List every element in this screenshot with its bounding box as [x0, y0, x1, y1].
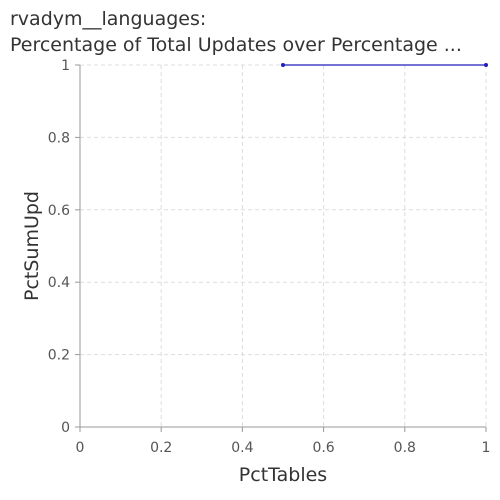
x-tick-label: 0.8 — [394, 440, 416, 456]
grid-lines — [80, 64, 487, 427]
tick-labels: 0 0.2 0.4 0.6 0.8 1 0 0.2 0.4 0.6 0.8 1 — [48, 58, 491, 456]
x-axis-label: PctTables — [239, 464, 327, 486]
x-tick-label: 1 — [482, 440, 491, 456]
data-point — [484, 63, 488, 67]
data-point — [281, 63, 285, 67]
y-tick-label: 0 — [61, 420, 70, 436]
y-tick-label: 0.8 — [48, 130, 70, 146]
axes — [75, 64, 487, 432]
y-axis-label: PctSumUpd — [21, 191, 43, 301]
chart-title: rvadym__languages: Percentage of Total U… — [10, 6, 462, 58]
x-tick-label: 0.4 — [231, 440, 253, 456]
y-tick-label: 1 — [61, 58, 70, 74]
y-tick-label: 0.2 — [48, 348, 70, 364]
x-tick-label: 0 — [76, 440, 85, 456]
chart-title-line-2: Percentage of Total Updates over Percent… — [10, 34, 462, 56]
series-layer — [281, 63, 488, 67]
chart-title-line-1: rvadym__languages: — [10, 8, 207, 30]
x-tick-label: 0.2 — [150, 440, 172, 456]
y-tick-label: 0.6 — [48, 203, 70, 219]
y-tick-label: 0.4 — [48, 275, 70, 291]
x-tick-label: 0.6 — [312, 440, 334, 456]
